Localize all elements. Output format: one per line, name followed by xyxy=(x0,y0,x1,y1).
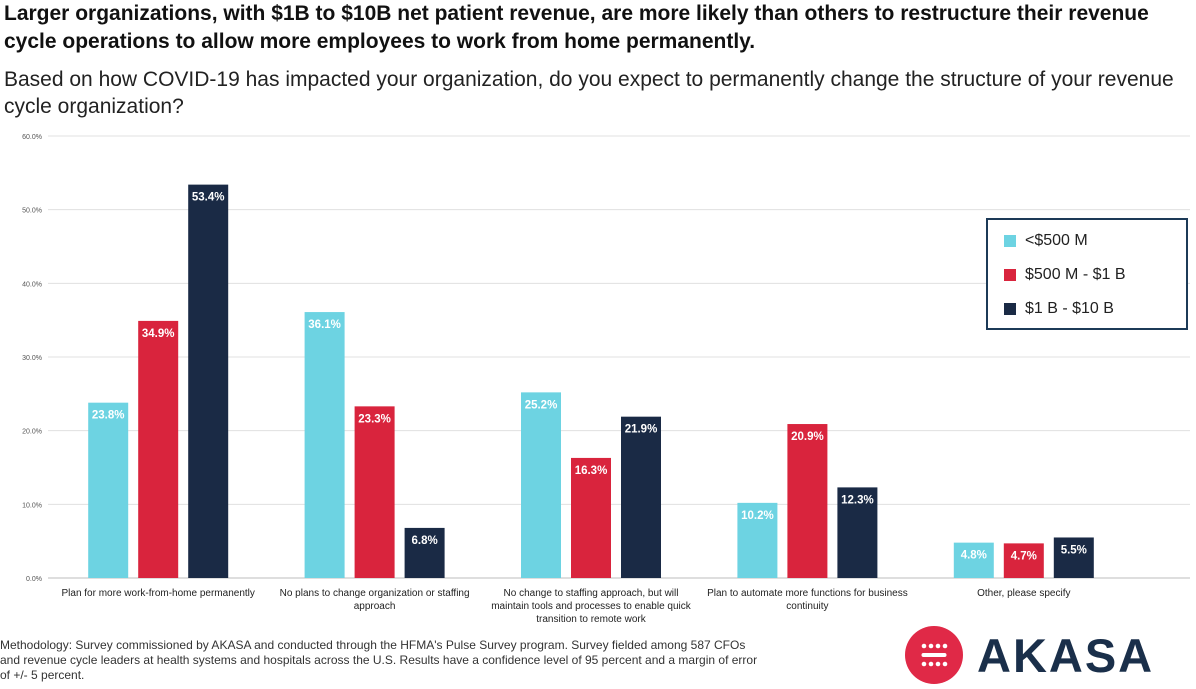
bar-chart: 0.0% 10.0% 20.0% 30.0% 40.0% 50.0% 60.0% 23.8% 3… xyxy=(22,134,1190,625)
methodology-note: Methodology: Survey commissioned by AKAS… xyxy=(0,638,758,682)
x-tick-label: No plans to change organization or staff… xyxy=(280,588,470,599)
data-label: 25.2% xyxy=(525,399,558,411)
bar xyxy=(138,320,179,578)
data-label: 23.3% xyxy=(358,413,391,425)
legend-swatch xyxy=(1004,235,1016,247)
x-tick-label: approach xyxy=(354,601,396,612)
data-label: 20.9% xyxy=(791,431,824,443)
x-tick-label: No change to staffing approach, but will xyxy=(504,588,679,599)
y-tick-label: 0.0% xyxy=(26,576,42,583)
data-label: 36.1% xyxy=(308,319,341,331)
y-tick-label: 20.0% xyxy=(22,429,42,436)
bar xyxy=(737,502,778,578)
data-label: 16.3% xyxy=(575,465,608,477)
bar xyxy=(1003,543,1044,578)
legend-item-under-500m: <$500 M xyxy=(1004,232,1088,250)
data-label: 53.4% xyxy=(192,192,225,204)
x-tick-label: Plan for more work-from-home permanently xyxy=(61,588,254,599)
data-label: 6.8% xyxy=(411,535,437,547)
bar xyxy=(837,487,878,578)
akasa-logo-icon xyxy=(905,626,963,684)
data-label: 21.9% xyxy=(625,424,658,436)
bar xyxy=(1053,537,1094,578)
legend-item-1b-10b: $1 B - $10 B xyxy=(1004,300,1114,318)
y-tick-label: 30.0% xyxy=(22,355,42,362)
bar xyxy=(88,402,129,578)
bar xyxy=(953,542,994,578)
data-label: 23.8% xyxy=(92,410,125,422)
y-tick-label: 40.0% xyxy=(22,281,42,288)
bar xyxy=(787,424,828,578)
legend-item-500m-1b: $500 M - $1 B xyxy=(1004,266,1126,284)
bar xyxy=(621,416,661,578)
chart-legend: <$500 M $500 M - $1 B $1 B - $10 B xyxy=(986,218,1188,330)
chart-title: Larger organizations, with $1B to $10B n… xyxy=(4,2,1149,53)
x-tick-label: maintain tools and processes to enable q… xyxy=(491,601,692,612)
bar xyxy=(571,457,611,578)
x-tick-label: Plan to automate more functions for busi… xyxy=(707,588,908,599)
y-tick-label: 50.0% xyxy=(22,208,42,215)
x-tick-label: Other, please specify xyxy=(977,588,1070,599)
bar xyxy=(188,184,229,578)
akasa-logo-wordmark: AKASA xyxy=(977,629,1155,682)
x-tick-label: transition to remote work xyxy=(536,614,646,625)
bar xyxy=(404,527,445,578)
data-label: 10.2% xyxy=(741,510,774,522)
bar xyxy=(521,392,561,578)
bar xyxy=(304,312,345,578)
data-label: 4.8% xyxy=(961,550,987,562)
legend-label: $500 M - $1 B xyxy=(1025,266,1126,283)
y-tick-label: 10.0% xyxy=(22,502,42,509)
y-tick-label: 60.0% xyxy=(22,134,42,141)
bar xyxy=(354,406,395,578)
legend-swatch xyxy=(1004,269,1016,281)
data-label: 12.3% xyxy=(841,494,874,506)
legend-swatch xyxy=(1004,303,1016,315)
data-label: 5.5% xyxy=(1061,544,1087,556)
x-tick-label: continuity xyxy=(786,601,828,612)
legend-label: <$500 M xyxy=(1025,232,1088,249)
data-label: 4.7% xyxy=(1011,550,1037,562)
akasa-logo: AKASA xyxy=(905,626,1195,684)
legend-label: $1 B - $10 B xyxy=(1025,300,1114,317)
data-label: 34.9% xyxy=(142,328,175,340)
chart-subtitle: Based on how COVID-19 has impacted your … xyxy=(4,68,1174,118)
